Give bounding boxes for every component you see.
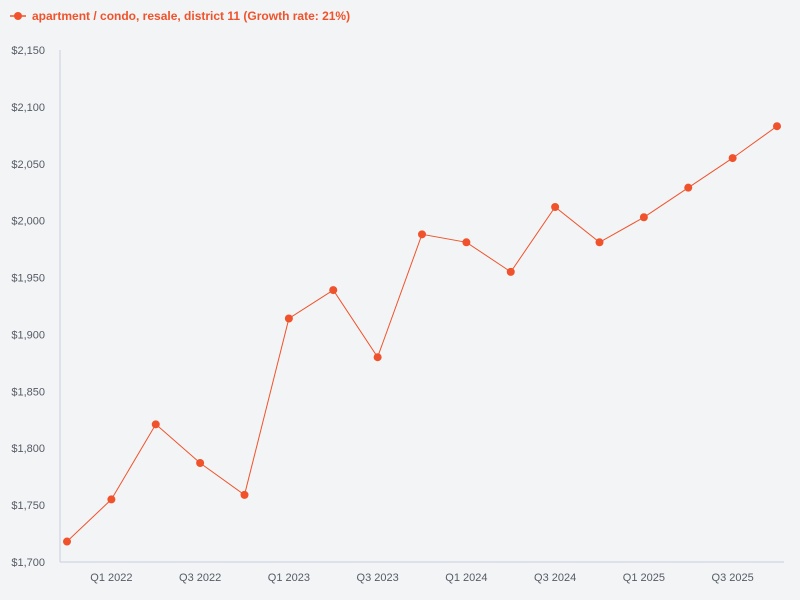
data-point[interactable]	[196, 459, 205, 468]
y-tick-label: $1,850	[11, 386, 45, 398]
x-tick-label: Q3 2023	[357, 572, 399, 584]
data-point[interactable]	[728, 154, 737, 163]
y-tick-label: $1,950	[11, 273, 45, 285]
data-point[interactable]	[240, 490, 249, 499]
y-tick-label: $1,900	[11, 329, 45, 341]
y-tick-label: $2,100	[11, 102, 45, 114]
data-point[interactable]	[462, 238, 471, 247]
y-tick-label: $1,700	[11, 557, 45, 569]
y-tick-label: $2,000	[11, 216, 45, 228]
x-tick-label: Q1 2025	[623, 572, 665, 584]
data-point[interactable]	[773, 122, 781, 131]
x-tick-label: Q1 2022	[90, 572, 132, 584]
data-point[interactable]	[373, 353, 382, 362]
y-tick-label: $2,050	[11, 159, 45, 171]
x-tick-label: Q1 2023	[268, 572, 310, 584]
data-point[interactable]	[684, 183, 693, 192]
data-point[interactable]	[151, 420, 160, 429]
data-point[interactable]	[551, 203, 560, 212]
y-tick-label: $1,750	[11, 500, 45, 512]
y-tick-label: $1,800	[11, 443, 45, 455]
x-tick-label: Q3 2025	[712, 572, 754, 584]
data-point[interactable]	[284, 314, 293, 323]
y-tick-label: $2,150	[11, 45, 45, 57]
x-tick-label: Q3 2022	[179, 572, 221, 584]
data-point[interactable]	[329, 286, 338, 295]
legend-marker-icon	[10, 12, 26, 20]
data-point[interactable]	[639, 213, 648, 222]
data-point[interactable]	[107, 495, 116, 504]
legend-label: apartment / condo, resale, district 11 (…	[32, 9, 351, 23]
series-line	[66, 125, 778, 542]
data-point[interactable]	[595, 238, 604, 247]
data-point[interactable]	[418, 230, 426, 239]
legend[interactable]: apartment / condo, resale, district 11 (…	[10, 9, 350, 23]
x-tick-label: Q3 2024	[534, 572, 576, 584]
data-point[interactable]	[63, 537, 71, 546]
data-point[interactable]	[506, 267, 515, 276]
x-tick-label: Q1 2024	[445, 572, 487, 584]
